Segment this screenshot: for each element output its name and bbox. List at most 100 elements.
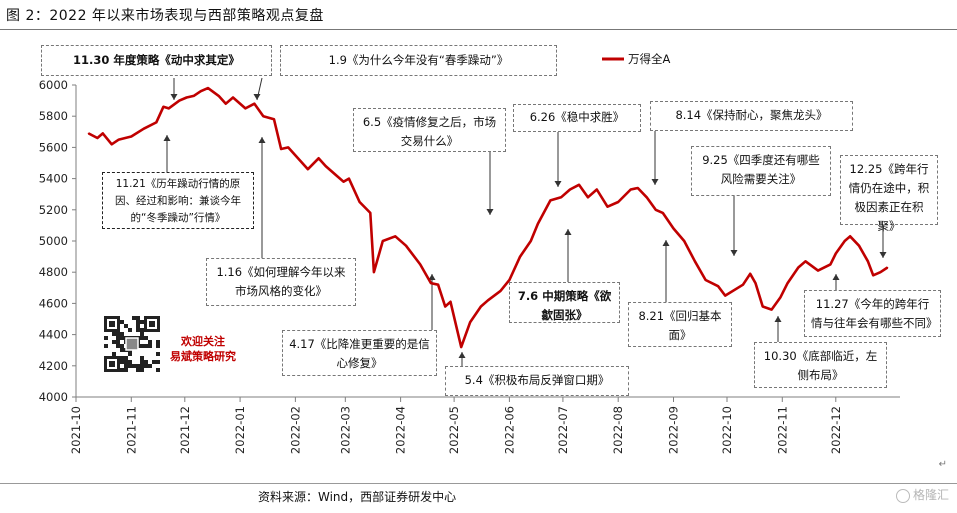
x-tick-label: 2021-12 [178, 406, 192, 454]
qr-module [136, 368, 140, 372]
qr-module [124, 368, 128, 372]
qr-module [112, 340, 116, 344]
qr-module [104, 336, 108, 340]
qr-module [148, 364, 152, 368]
qr-module [124, 356, 128, 360]
qr-module [140, 368, 144, 372]
data-point [761, 305, 764, 308]
data-point [244, 107, 247, 110]
data-point [348, 177, 350, 180]
series-points [87, 87, 889, 348]
qr-module [104, 344, 108, 348]
data-point [587, 196, 589, 199]
annotation-arrow-head [170, 94, 178, 100]
data-point [162, 106, 165, 108]
annotation-arrow-head [258, 137, 266, 143]
annotation-arrow-head [458, 352, 466, 358]
data-point [537, 223, 539, 225]
qr-module [120, 368, 124, 372]
qr-module [120, 320, 124, 324]
qr-module [128, 352, 132, 356]
x-tick-label: 2022-10 [720, 406, 734, 454]
annotation-a3: 11.21《历年躁动行情的原因、经过和影响：兼谈今年的“冬季躁动”行情》 [102, 172, 254, 229]
data-point [207, 87, 209, 89]
data-point [804, 260, 807, 263]
data-point [430, 282, 432, 284]
data-point [185, 96, 188, 99]
data-point [307, 168, 309, 170]
data-point [749, 273, 751, 275]
qr-module [132, 316, 136, 320]
qr-module [156, 352, 160, 356]
data-point [143, 127, 145, 130]
qr-finder-inner [149, 321, 155, 327]
qr-module [132, 364, 136, 368]
qr-module [148, 340, 152, 344]
annotation-arrow-head [163, 135, 171, 141]
qr-module [144, 364, 148, 368]
data-point [849, 235, 851, 238]
data-point [405, 244, 407, 247]
data-point [444, 305, 447, 308]
data-point [549, 199, 552, 202]
annotation-arrow-head [774, 316, 782, 322]
data-point [118, 138, 120, 141]
qr-module [128, 364, 132, 368]
y-tick-label: 5800 [39, 109, 68, 123]
data-point [886, 266, 889, 269]
data-point [102, 132, 104, 135]
y-axis-ticks: 4000 4200 4400 4600 4800 5000 5200 5400 5600 5800… [39, 78, 76, 404]
qr-module [128, 360, 132, 364]
watermark: 格隆汇 [895, 486, 949, 503]
annotation-arrow-head [428, 274, 436, 280]
annotation-a5: 6.5《疫情修复之后，市场交易什么》 [353, 108, 506, 152]
qr-module [120, 336, 124, 340]
annotation-arrow-head [253, 94, 261, 100]
y-tick-label: 4400 [39, 328, 68, 342]
legend: 万得全A [602, 52, 670, 66]
annotation-a10: 8.14《保持耐心，聚焦龙头》 [650, 101, 853, 131]
promo-line-1: 欢迎关注 [181, 335, 225, 348]
data-point [178, 99, 181, 102]
qr-module [140, 332, 144, 336]
data-point [560, 196, 562, 199]
annotation-a7: 5.4《积极布局反弹窗口期》 [445, 366, 629, 396]
promo-line-2: 易斌策略研究 [170, 350, 236, 363]
annotation-arrow-head [564, 229, 572, 235]
annotation-arrow-head [879, 252, 887, 258]
annotation-a8: 6.26《稳中求胜》 [513, 104, 641, 132]
annotation-a11: 8.21《回归基本面》 [628, 302, 732, 347]
data-point [469, 321, 472, 323]
data-point [499, 290, 502, 292]
x-tick-label: 2022-07 [556, 406, 570, 454]
y-tick-label: 4800 [39, 265, 68, 279]
x-tick-label: 2022-06 [502, 406, 516, 454]
qr-module [156, 340, 160, 344]
annotation-arrow-head [832, 274, 840, 280]
qr-module [152, 360, 156, 364]
data-point [629, 188, 632, 191]
qr-module [116, 340, 120, 344]
data-point [487, 299, 489, 302]
data-point [617, 201, 619, 203]
qr-module [116, 336, 120, 340]
data-point [829, 263, 832, 266]
x-tick-label: 2022-04 [394, 406, 408, 454]
data-point [280, 148, 282, 150]
y-tick-label: 5600 [39, 140, 68, 154]
qr-module [140, 356, 144, 360]
qr-module [136, 364, 140, 368]
annotation-arrow-head [554, 181, 562, 187]
qr-module [124, 364, 128, 368]
line-chart: 4000 4200 4400 4600 4800 5000 5200 5400 5600 5800… [39, 52, 900, 454]
data-point [797, 266, 800, 269]
qr-module [140, 336, 144, 340]
data-point [155, 121, 158, 124]
data-point [858, 244, 860, 247]
qr-module [116, 344, 120, 348]
qr-module [144, 360, 148, 364]
qr-module [120, 344, 124, 348]
data-point [460, 346, 463, 348]
data-point [867, 260, 869, 263]
qr-module [156, 360, 160, 364]
